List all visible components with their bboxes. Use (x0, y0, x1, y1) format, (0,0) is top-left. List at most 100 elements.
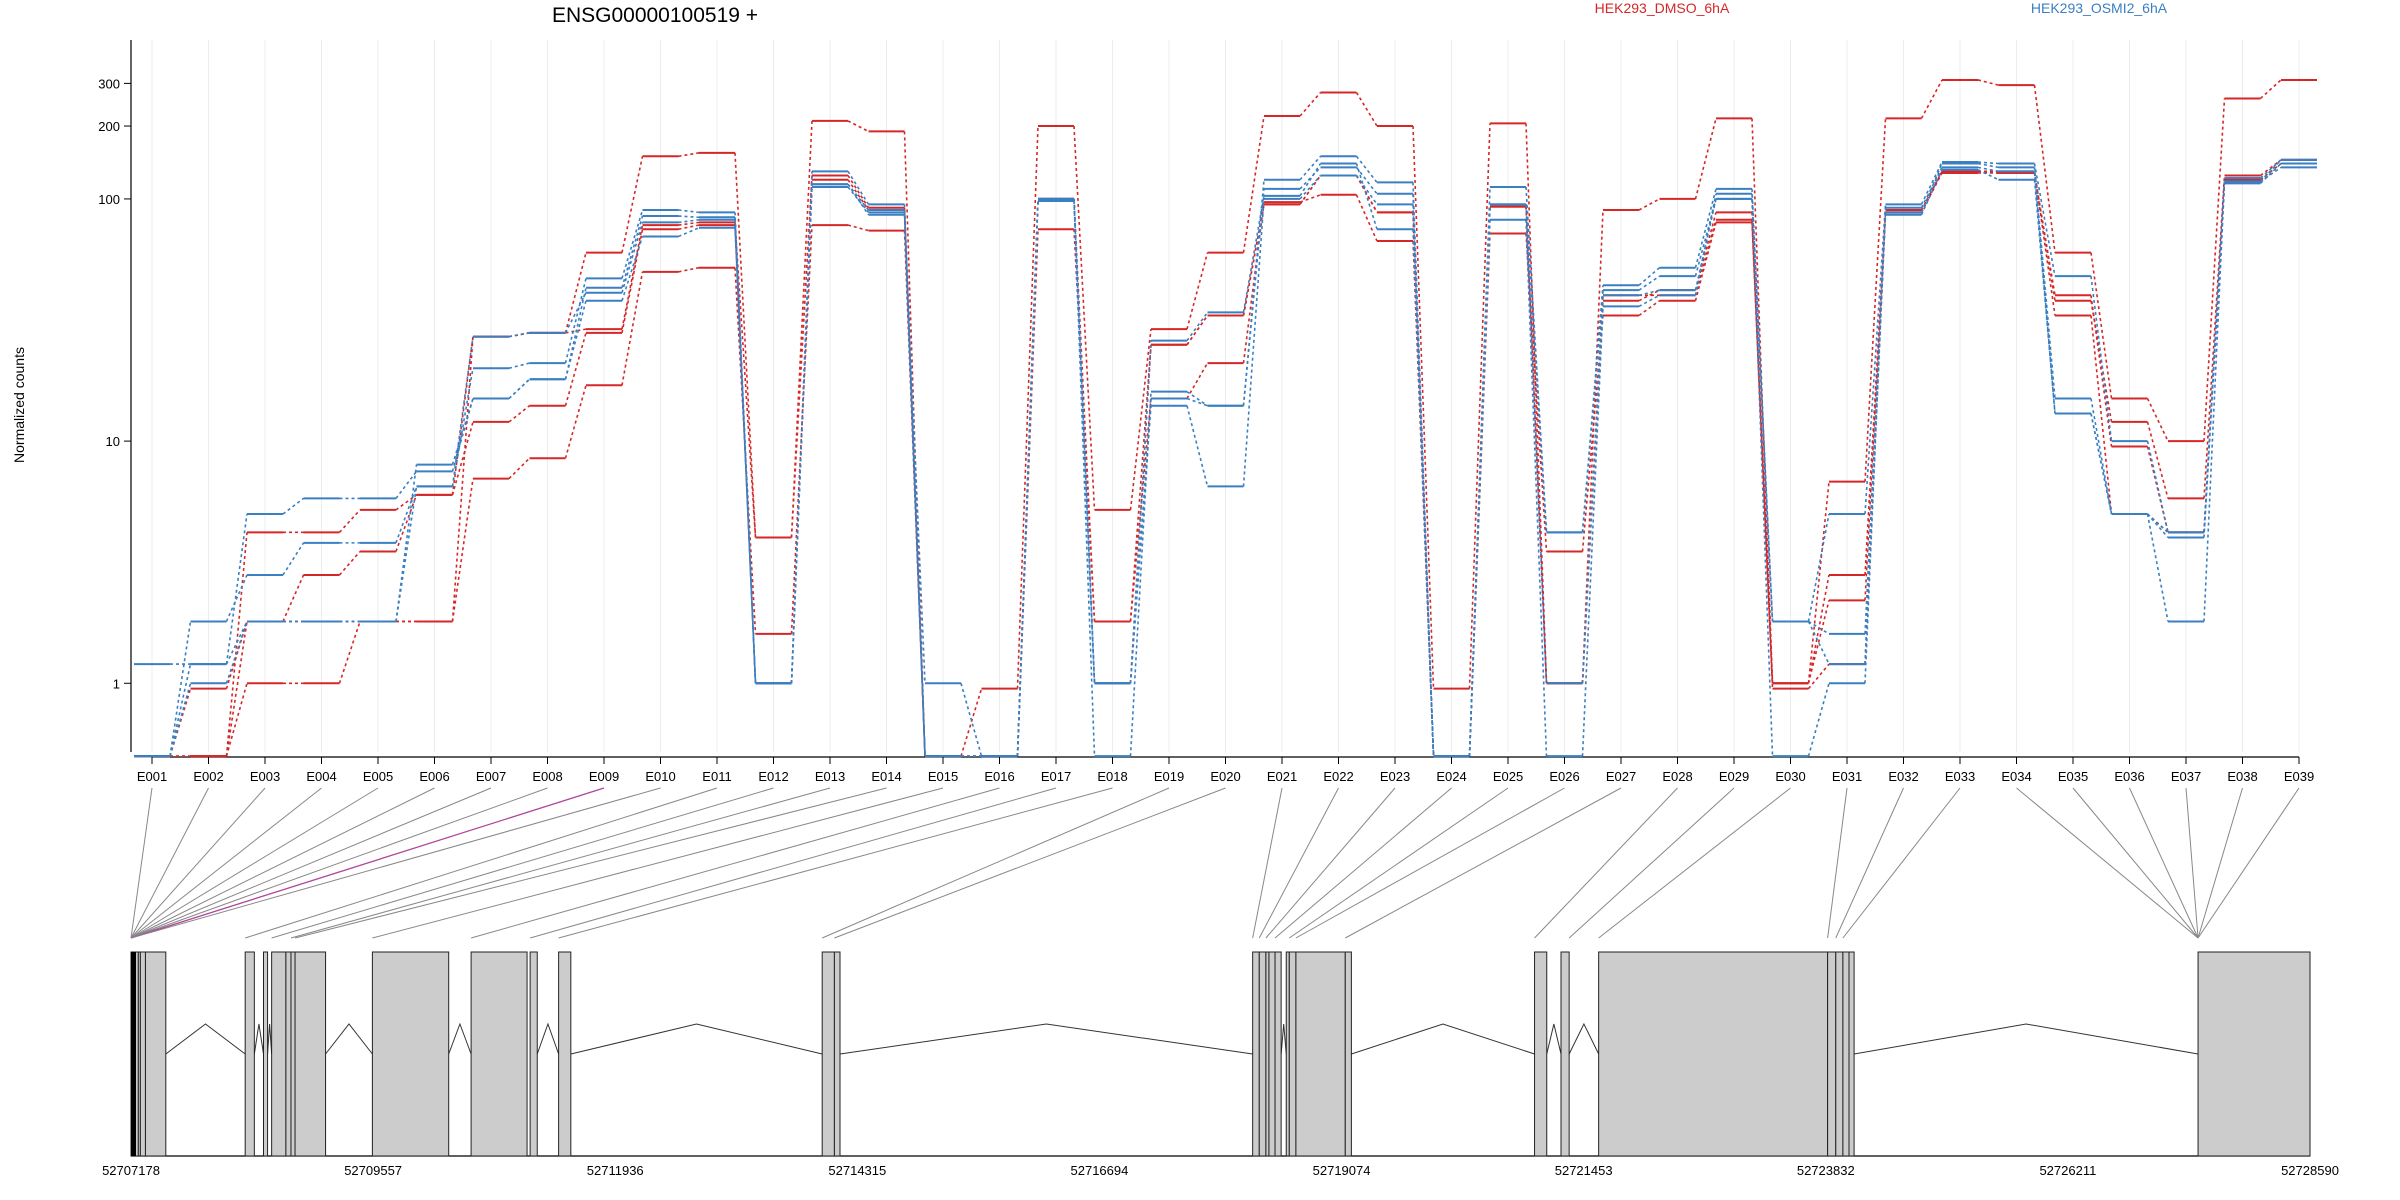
x-tick-label: E016 (984, 769, 1014, 784)
x-tick-label: E014 (871, 769, 901, 784)
series-transition (678, 152, 700, 158)
series-transition (1694, 193, 1717, 296)
chart-title: ENSG00000100519 + (552, 4, 758, 27)
series-transition (1186, 397, 1208, 407)
series-transition (1412, 229, 1435, 757)
intron-line (839, 1023, 1253, 1055)
series-transition (847, 170, 870, 205)
series-transition (1807, 574, 1830, 684)
series-transition (395, 470, 418, 499)
exon-connector-line (130, 787, 266, 939)
intron-line (253, 1023, 264, 1055)
series-transition (1694, 198, 1717, 277)
series-transition (1977, 79, 1999, 86)
exon-block (1274, 951, 1282, 1157)
exon-block (1560, 951, 1570, 1157)
series-transition (2259, 159, 2282, 183)
series-transition (1129, 405, 1152, 684)
gene-model (130, 951, 2311, 1157)
series-transition (225, 532, 248, 757)
series-transition (1581, 285, 1604, 533)
x-tick-label: E020 (1210, 769, 1240, 784)
exon-connector-line (2129, 787, 2199, 939)
exon-block (271, 951, 287, 1157)
series-transition (1299, 174, 1322, 200)
series-transition (903, 214, 926, 757)
x-tick-label: E018 (1097, 769, 1127, 784)
series-transition (1299, 155, 1322, 181)
series-transition (790, 175, 813, 538)
series-transition (1581, 209, 1604, 684)
series-transition (847, 120, 869, 133)
series-transition (338, 621, 361, 684)
series-transition (1638, 198, 1660, 211)
exon-block (1258, 951, 1267, 1157)
exon-connector-line (294, 787, 887, 939)
series-transition (564, 385, 587, 459)
series-transition (2203, 98, 2226, 442)
exon-block-dark (131, 952, 136, 1156)
exon-block (1598, 951, 1829, 1157)
intron-line (325, 1023, 373, 1055)
series-transition (451, 421, 474, 496)
intron-line (1351, 1023, 1535, 1055)
exon-connector-line (2197, 787, 2300, 939)
series-transition (1468, 204, 1491, 757)
x-tick-label: E003 (250, 769, 280, 784)
x-tick-label: E024 (1436, 769, 1466, 784)
coordinate-label: 52723832 (1797, 1163, 1855, 1178)
exon-block (470, 951, 528, 1157)
x-tick-label: E017 (1041, 769, 1071, 784)
y-axis-label: Normalized counts (11, 347, 27, 463)
exon-block (2197, 951, 2311, 1157)
series-transition (564, 278, 587, 364)
series-transition (1920, 79, 1943, 119)
series-transition (1242, 204, 1265, 316)
exon-connector-line (1295, 787, 1565, 939)
series-transition (621, 215, 644, 288)
exon-block (290, 951, 296, 1157)
exon-connector-line (1274, 787, 1452, 939)
series-transition (1242, 179, 1265, 406)
series-hek293-dmso-6ha-2 (134, 78, 2317, 758)
series-transition (282, 574, 305, 622)
series-transition (1355, 92, 1378, 127)
x-tick-label: E013 (815, 769, 845, 784)
series-transition (2146, 398, 2169, 442)
series-transition (621, 222, 644, 293)
series-transition (847, 183, 870, 216)
exon-connector-line (130, 787, 153, 939)
series-transition (1581, 306, 1604, 757)
series-transition (1694, 222, 1717, 301)
exon-connector-line (1258, 787, 1339, 939)
exon-block (529, 951, 538, 1157)
exon-connector-line (1568, 787, 1735, 939)
x-tick-label: E026 (1549, 769, 1579, 784)
series-transition (395, 486, 418, 544)
series-transition (1412, 126, 1435, 689)
series-transition (1807, 663, 1830, 690)
x-tick-label: E033 (1945, 769, 1975, 784)
exon-connector-line (130, 787, 661, 939)
x-tick-label: E025 (1493, 769, 1523, 784)
series-transition (2146, 513, 2169, 533)
series-transition (225, 513, 248, 665)
exon-block (833, 951, 841, 1157)
exon-connector-line (558, 787, 1113, 939)
exon-connector-line (1289, 787, 1509, 939)
exon-block (371, 951, 450, 1157)
x-tick-label: E005 (363, 769, 393, 784)
intron-line (267, 1023, 273, 1055)
series-transition (1694, 118, 1717, 200)
exon-block (1344, 951, 1352, 1157)
series-transition (225, 621, 248, 665)
exon-connector-line (290, 787, 831, 939)
series-transition (1186, 391, 1208, 407)
series-transition (2259, 79, 2282, 100)
series-transition (1468, 206, 1491, 757)
series-transition (734, 227, 757, 684)
series-transition (1242, 115, 1265, 253)
intron-line (1854, 1023, 2199, 1055)
series-transition (395, 494, 417, 511)
